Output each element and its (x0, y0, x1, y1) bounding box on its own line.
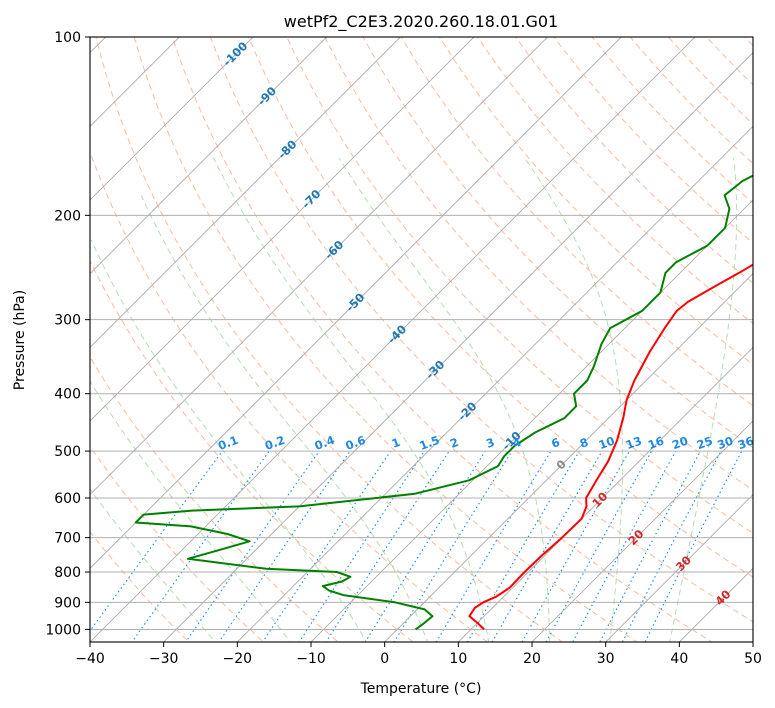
x-tick-label: −40 (75, 651, 105, 667)
series-lines (134, 174, 753, 631)
x-axis-ticks: −40 −30 −20 −10 0 10 20 30 40 50 (75, 642, 762, 667)
mixing-ratio-label: 30 (715, 434, 735, 453)
isotherm-line (236, 125, 753, 642)
mixing-ratio-line (435, 450, 552, 642)
mixing-ratio-line (393, 450, 513, 642)
dry-adiabat (362, 37, 753, 449)
x-tick-label: 50 (744, 651, 762, 667)
isotherm-line (90, 37, 696, 642)
mixing-ratio-label: 36 (736, 434, 756, 453)
isotherm-labels: -100-90-80-70-60-50-40-30-20-10010203040… (216, 39, 756, 608)
moist-adiabat (140, 195, 429, 642)
mixing-ratio-line (262, 450, 392, 642)
mixing-ratio-label: 20 (670, 434, 690, 453)
x-tick-label: −30 (149, 651, 179, 667)
mixing-ratio-label: 25 (695, 434, 715, 453)
temperature-line (468, 263, 753, 631)
x-tick-label: 20 (523, 651, 541, 667)
mixing-ratio-line (185, 450, 320, 642)
mixing-ratio-label: 1.5 (418, 433, 442, 453)
dry-adiabat (133, 37, 638, 642)
dry-adiabat (515, 37, 753, 284)
dry-adiabat (209, 37, 753, 623)
x-tick-label: 30 (597, 651, 615, 667)
isotherm-line (310, 199, 753, 642)
mixing-ratio-label: 13 (624, 434, 644, 453)
mixing-ratio-line (521, 450, 630, 642)
moist-adiabat (90, 239, 367, 642)
dry-adiabat (400, 37, 753, 407)
isotherm-line (90, 37, 328, 275)
dry-adiabat (95, 37, 564, 642)
y-tick-label: 100 (54, 30, 81, 46)
mixing-ratio-label: 0.6 (343, 433, 367, 453)
mixing-ratio-line (621, 450, 722, 642)
x-axis-label: Temperature (°C) (360, 681, 482, 697)
dry-adiabat (324, 37, 753, 491)
y-axis-ticks: 100 200 300 400 500 600 700 800 900 1000 (45, 30, 90, 638)
dry-adiabat (90, 259, 414, 642)
dry-adiabat (286, 37, 753, 534)
isotherm-line (90, 37, 622, 569)
x-tick-label: −20 (223, 651, 253, 667)
mixing-ratio-line (131, 450, 270, 642)
y-tick-label: 600 (54, 491, 81, 507)
mixing-ratio-line (644, 450, 743, 642)
moist-adiabat (669, 157, 738, 642)
isotherm-line (163, 52, 753, 642)
dry-adiabat (90, 355, 340, 642)
y-tick-label: 200 (54, 208, 81, 224)
y-tick-label: 500 (54, 444, 81, 460)
grid-lines (90, 37, 753, 642)
mixing-ratio-line (90, 450, 223, 632)
mixing-ratio-label: 16 (646, 434, 666, 453)
dry-adiabat (171, 37, 713, 642)
moist-adiabat (524, 157, 624, 642)
moist-adiabat (338, 157, 550, 642)
mixing-ratio-label: 10 (597, 434, 617, 453)
x-tick-label: 10 (449, 651, 467, 667)
isotherm-line (90, 37, 254, 201)
y-tick-label: 900 (54, 595, 81, 611)
isotherm-line (457, 346, 753, 642)
chart-title: wetPf2_C2E3.2020.260.18.01.G01 (284, 12, 558, 32)
mixing-ratio-line (218, 450, 351, 642)
isotherm-line (531, 420, 753, 642)
x-tick-label: 40 (670, 651, 688, 667)
y-axis-label: Pressure (hPa) (12, 290, 28, 390)
isotherm-line (90, 37, 475, 422)
isotherm-line (90, 37, 180, 127)
isotherm-line (605, 494, 753, 642)
mixing-ratio-label: 0.4 (313, 433, 337, 453)
y-tick-label: 400 (54, 387, 81, 403)
dewpoint-line (134, 174, 753, 631)
moist-adiabat (90, 488, 216, 642)
y-tick-label: 300 (54, 313, 81, 329)
x-tick-label: 0 (380, 651, 389, 667)
isotherm-line (90, 37, 549, 496)
x-tick-label: −10 (296, 651, 326, 667)
mixing-ratio-line (364, 450, 486, 642)
dry-adiabat (90, 531, 190, 642)
mixing-ratio-line (466, 450, 580, 642)
isotherm-line (90, 37, 401, 348)
moist-adiabat (90, 380, 291, 642)
dry-adiabat (591, 37, 753, 204)
dry-adiabat (248, 37, 753, 578)
y-tick-label: 800 (54, 565, 81, 581)
mixing-ratio-label: 0.1 (216, 433, 240, 453)
isotherm-line (384, 273, 753, 642)
background-lines (90, 37, 753, 642)
plot-frame (89, 36, 754, 643)
mixing-ratio-label: 0.2 (263, 433, 287, 453)
y-tick-label: 700 (54, 531, 81, 547)
mixing-ratio-line (491, 450, 603, 642)
dry-adiabat (553, 37, 753, 244)
y-tick-label: 1000 (45, 622, 81, 638)
